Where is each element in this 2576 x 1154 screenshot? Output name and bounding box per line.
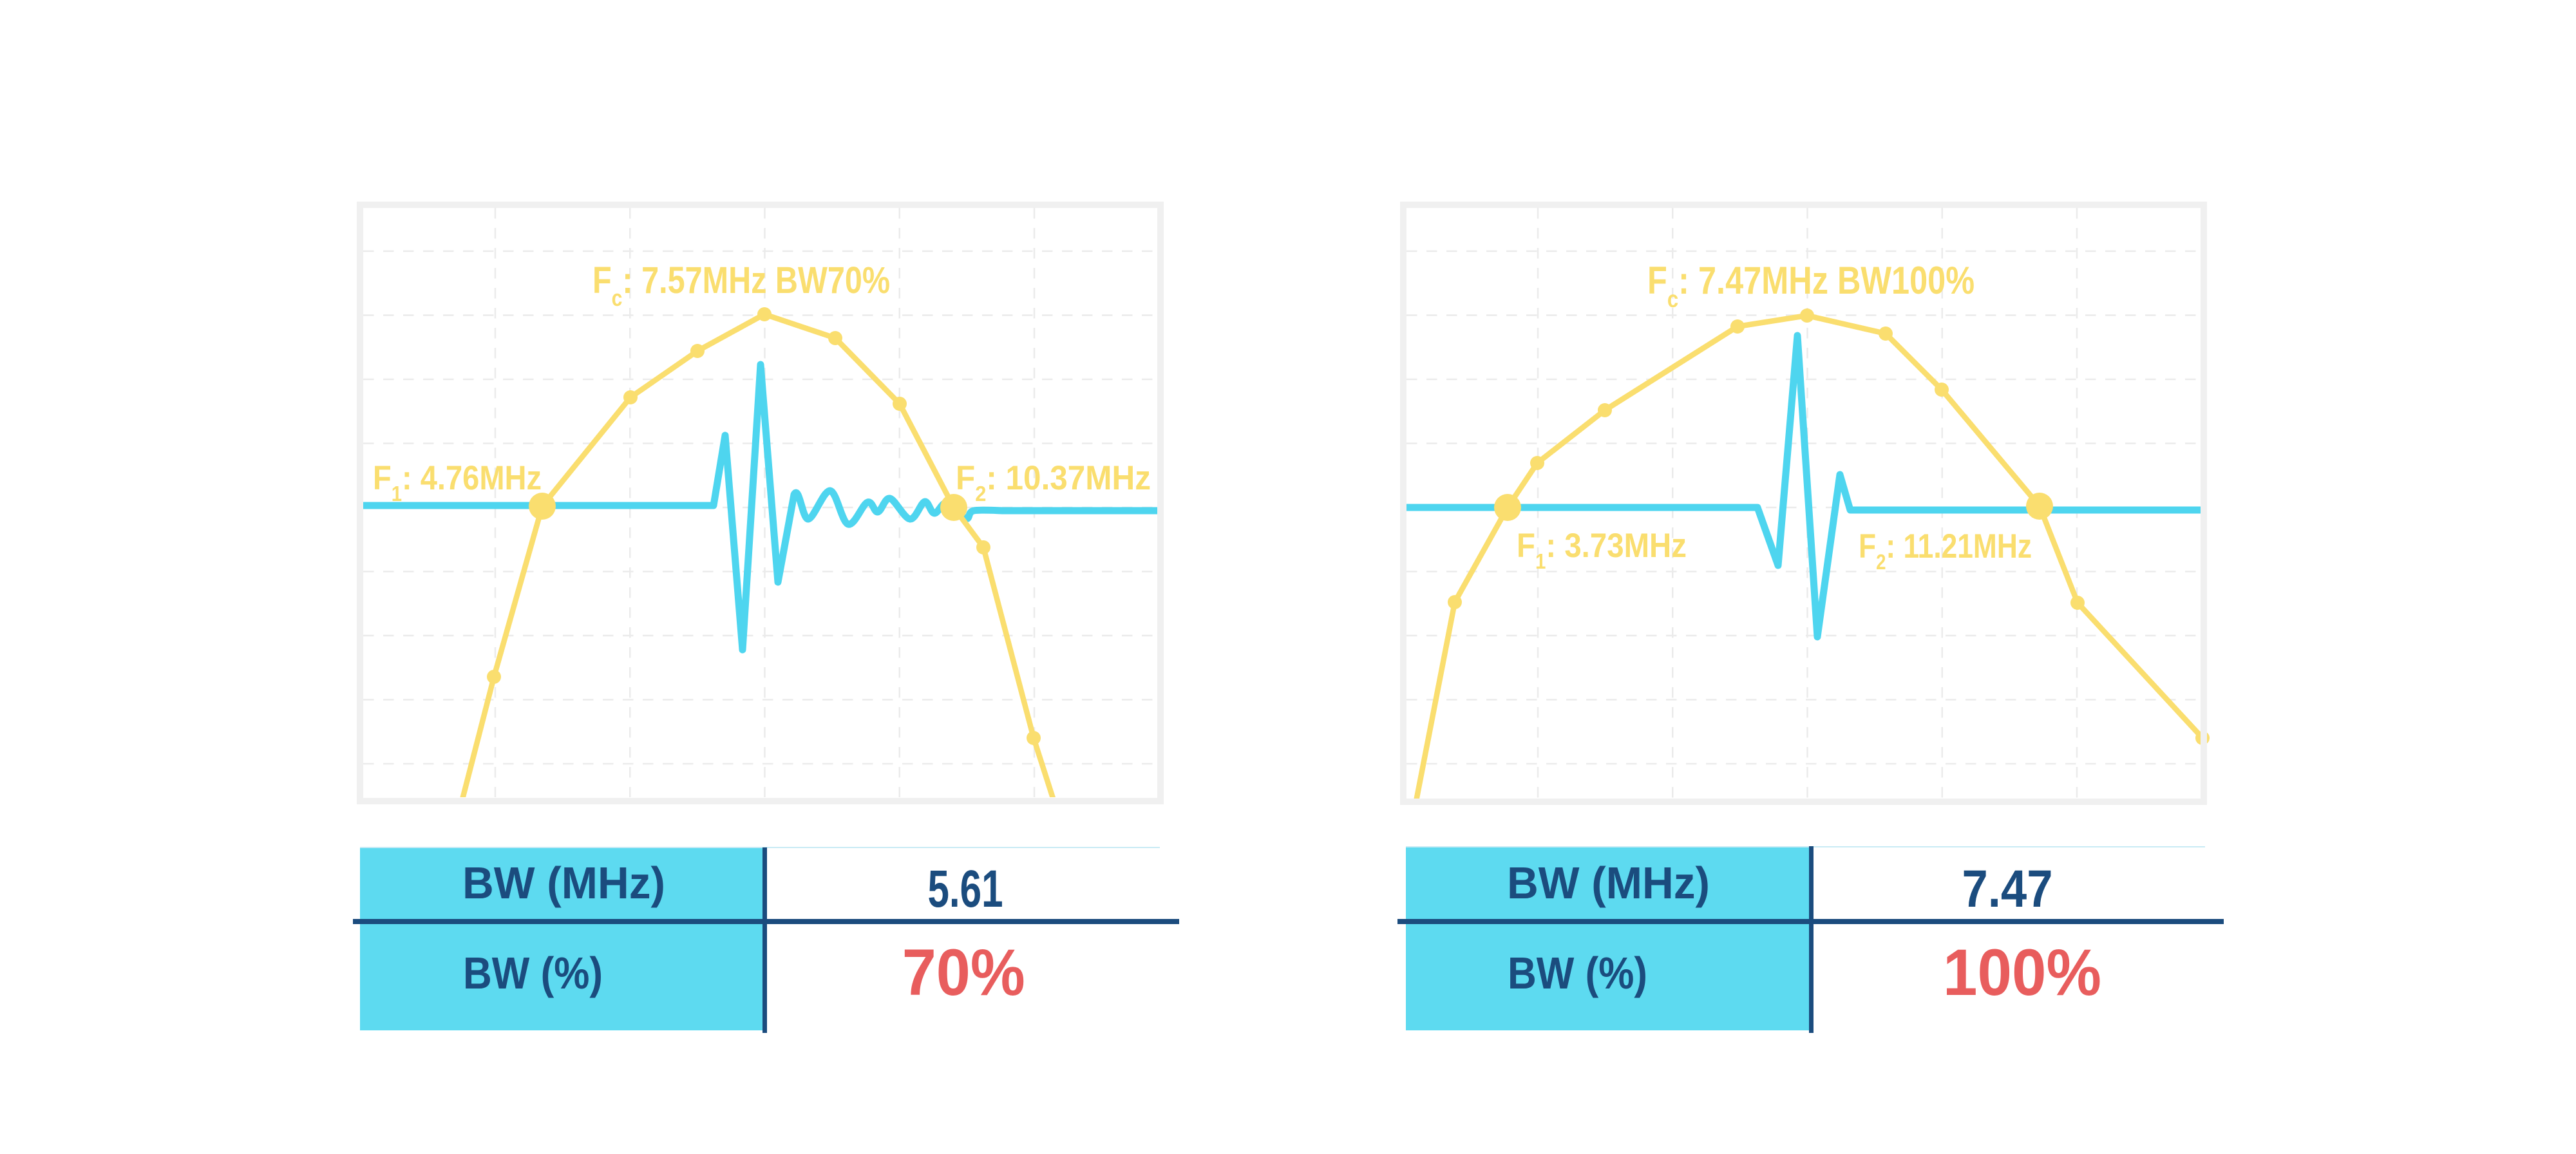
svg-text:BW (MHz): BW (MHz) — [462, 858, 665, 908]
svg-text:100%: 100% — [1943, 936, 2101, 1009]
svg-text:BW (%): BW (%) — [463, 949, 603, 999]
svg-text:Fc: 7.47MHz BW100%: Fc: 7.47MHz BW100% — [1647, 259, 1975, 313]
svg-text:BW (%): BW (%) — [1508, 949, 1647, 999]
svg-text:F1: 4.76MHz: F1: 4.76MHz — [373, 459, 542, 506]
svg-text:BW (MHz): BW (MHz) — [1507, 858, 1710, 908]
svg-text:7.47: 7.47 — [1962, 860, 2053, 918]
svg-text:5.61: 5.61 — [927, 860, 1003, 918]
svg-text:F2: 10.37MHz: F2: 10.37MHz — [956, 459, 1151, 506]
svg-text:F2: 11.21MHz: F2: 11.21MHz — [1859, 527, 2032, 574]
svg-text:F1: 3.73MHz: F1: 3.73MHz — [1517, 526, 1687, 574]
svg-text:70%: 70% — [902, 936, 1025, 1009]
svg-text:Fc: 7.57MHz BW70%: Fc: 7.57MHz BW70% — [592, 260, 890, 312]
